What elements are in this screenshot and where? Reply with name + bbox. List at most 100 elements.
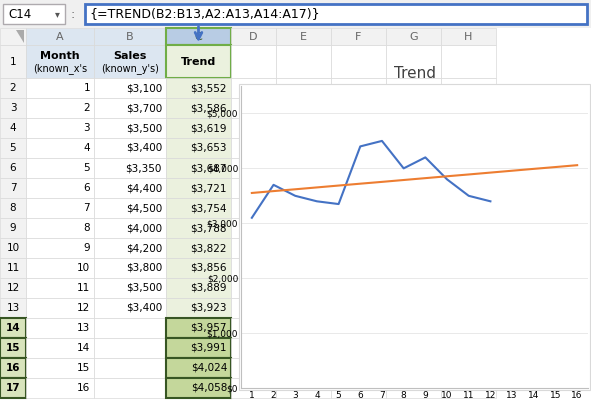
Bar xyxy=(166,45,231,78)
Bar xyxy=(386,158,441,178)
Bar xyxy=(331,98,386,118)
Bar xyxy=(331,358,386,378)
Text: $4,200: $4,200 xyxy=(126,243,162,253)
Bar xyxy=(94,258,166,278)
Text: D: D xyxy=(249,32,258,42)
Bar xyxy=(3,4,65,24)
Bar xyxy=(441,28,496,45)
Bar xyxy=(441,178,496,198)
Bar xyxy=(231,178,276,198)
Bar xyxy=(231,298,276,318)
Bar xyxy=(331,278,386,298)
Bar xyxy=(331,78,386,98)
Bar xyxy=(441,318,496,338)
Bar xyxy=(441,138,496,158)
Bar xyxy=(166,198,231,218)
Text: 16: 16 xyxy=(6,363,20,373)
Text: Sales: Sales xyxy=(113,50,147,60)
Bar xyxy=(276,45,331,78)
Bar xyxy=(166,178,231,198)
Text: 12: 12 xyxy=(7,283,20,293)
Text: $3,552: $3,552 xyxy=(190,83,227,93)
Text: $3,619: $3,619 xyxy=(190,123,227,133)
Text: 11: 11 xyxy=(77,283,90,293)
Bar xyxy=(331,158,386,178)
Bar xyxy=(231,238,276,258)
Text: {=TREND(B2:B13,A2:A13,A14:A17)}: {=TREND(B2:B13,A2:A13,A14:A17)} xyxy=(89,8,320,20)
Bar xyxy=(166,98,231,118)
Bar xyxy=(94,338,166,358)
Bar xyxy=(386,338,441,358)
Bar xyxy=(276,138,331,158)
Bar xyxy=(331,138,386,158)
Text: 15: 15 xyxy=(77,363,90,373)
Text: $3,957: $3,957 xyxy=(190,323,227,333)
Bar xyxy=(0,28,26,45)
Bar xyxy=(166,158,231,178)
Bar xyxy=(94,198,166,218)
Bar xyxy=(26,118,94,138)
Bar xyxy=(26,28,94,45)
Text: $3,100: $3,100 xyxy=(126,83,162,93)
Text: $4,024: $4,024 xyxy=(191,363,227,373)
Bar xyxy=(386,318,441,338)
Text: $4,400: $4,400 xyxy=(126,183,162,193)
Bar xyxy=(276,98,331,118)
Text: 4: 4 xyxy=(83,143,90,153)
Bar xyxy=(94,298,166,318)
Bar xyxy=(331,218,386,238)
Bar xyxy=(0,338,26,358)
Bar xyxy=(26,45,94,78)
Bar xyxy=(231,358,276,378)
Text: 10: 10 xyxy=(77,263,90,273)
Text: G: G xyxy=(409,32,418,42)
Text: H: H xyxy=(465,32,473,42)
Bar xyxy=(331,28,386,45)
Bar xyxy=(441,98,496,118)
Text: 2: 2 xyxy=(9,83,17,93)
Bar xyxy=(441,198,496,218)
Bar xyxy=(166,138,231,158)
Bar xyxy=(231,338,276,358)
Bar xyxy=(26,158,94,178)
Bar xyxy=(0,258,26,278)
Bar xyxy=(0,358,26,378)
Bar xyxy=(441,278,496,298)
Bar xyxy=(0,138,26,158)
Bar xyxy=(94,138,166,158)
Bar xyxy=(166,258,231,278)
Text: 1: 1 xyxy=(83,83,90,93)
Text: $3,788: $3,788 xyxy=(190,223,227,233)
Text: C: C xyxy=(194,32,202,42)
Text: 17: 17 xyxy=(6,383,20,393)
Bar xyxy=(166,238,231,258)
Bar xyxy=(441,238,496,258)
Title: Trend: Trend xyxy=(394,65,436,80)
Text: $4,058: $4,058 xyxy=(191,383,227,393)
Bar xyxy=(26,338,94,358)
Bar xyxy=(386,278,441,298)
Bar xyxy=(94,118,166,138)
Text: F: F xyxy=(355,32,362,42)
Text: $3,991: $3,991 xyxy=(190,343,227,353)
Bar xyxy=(0,78,26,98)
Text: $3,700: $3,700 xyxy=(126,103,162,113)
Bar xyxy=(0,378,26,398)
Bar xyxy=(331,198,386,218)
Bar xyxy=(386,298,441,318)
Text: 6: 6 xyxy=(83,183,90,193)
Text: 12: 12 xyxy=(77,303,90,313)
Text: $3,400: $3,400 xyxy=(126,303,162,313)
Bar xyxy=(441,78,496,98)
Bar xyxy=(166,298,231,318)
Bar xyxy=(276,358,331,378)
Bar xyxy=(94,178,166,198)
Bar xyxy=(231,378,276,398)
Text: $3,754: $3,754 xyxy=(190,203,227,213)
Bar xyxy=(26,218,94,238)
Text: C14: C14 xyxy=(8,8,31,20)
Bar xyxy=(441,45,496,78)
Bar xyxy=(94,98,166,118)
Bar xyxy=(0,298,26,318)
Text: 14: 14 xyxy=(6,323,20,333)
